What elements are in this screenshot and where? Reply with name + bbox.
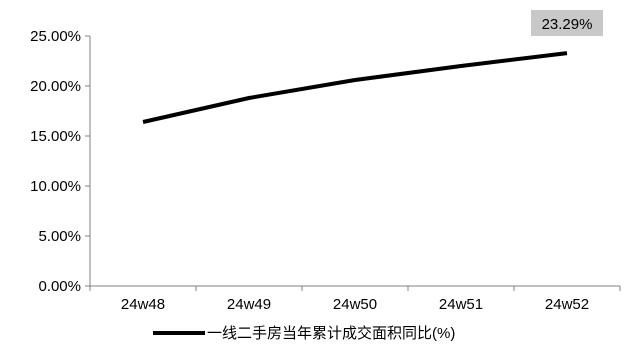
x-tick-label: 24w52 [545,296,589,313]
y-tick-label: 10.00% [30,178,81,195]
x-axis: 24w48 24w49 24w50 24w51 24w52 [90,286,620,313]
x-tick-label: 24w48 [121,296,165,313]
series-line [143,53,567,122]
x-tick-label: 24w51 [439,296,483,313]
x-tick-label: 24w49 [227,296,271,313]
annotation-layer: 23.29% [531,10,603,36]
y-tick-label: 20.00% [30,78,81,95]
series-layer [143,53,567,122]
legend-label: 一线二手房当年累计成交面积同比(%) [207,324,455,342]
legend: 一线二手房当年累计成交面积同比(%) [153,324,455,342]
annotation-label: 23.29% [542,16,593,33]
y-tick-label: 15.00% [30,128,81,145]
y-axis: 0.00% 5.00% 10.00% 15.00% 20.00% 25.00% [30,28,90,295]
y-tick-label: 0.00% [38,278,81,295]
y-tick-label: 5.00% [38,228,81,245]
y-tick-label: 25.00% [30,28,81,45]
x-tick-label: 24w50 [333,296,377,313]
